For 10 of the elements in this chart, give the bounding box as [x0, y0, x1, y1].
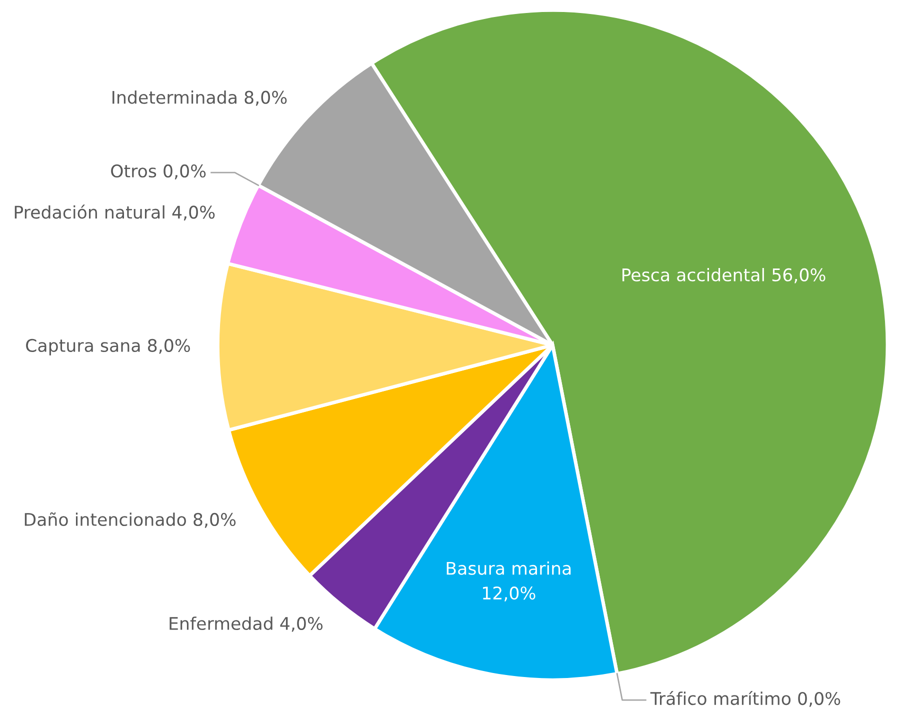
category-label: Otros 0,0%: [111, 164, 206, 180]
slice-label: Indeterminada 8,0%: [112, 90, 287, 106]
slice-label: Captura sana 8,0%: [26, 338, 190, 356]
slice-label: Daño intencionado 8,0%: [24, 512, 236, 528]
legend-label: Tráfico marítimo 0,0%: [650, 690, 840, 707]
data-label: 12,0%: [482, 586, 536, 602]
slice-label: Enfermedad 4,0%: [170, 616, 323, 632]
slice-label: Basura marina: [446, 561, 571, 575]
slice-label: Predación natural 4,0%: [14, 204, 215, 221]
slice-label: Pesca accidental 56,0%: [622, 268, 826, 284]
